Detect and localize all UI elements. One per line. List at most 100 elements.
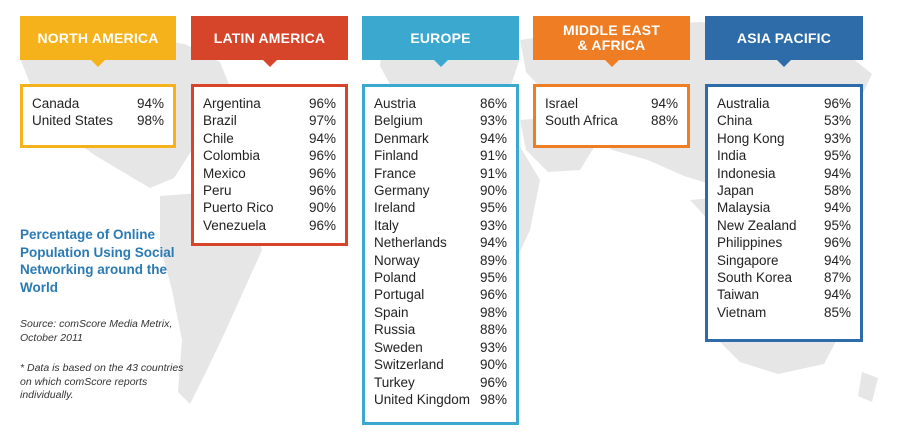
table-row: Israel 94%	[545, 95, 678, 112]
country-name: Finland	[374, 148, 419, 164]
table-row: France 91%	[374, 165, 507, 182]
table-row: Argentina 96%	[203, 95, 336, 112]
footnote: * Data is based on the 43 countries on w…	[20, 362, 184, 401]
country-name: Malaysia	[717, 200, 771, 216]
table-row: India 95%	[717, 147, 851, 164]
percentage-value: 97%	[308, 113, 336, 129]
table-row: Mexico 96%	[203, 165, 336, 182]
country-name: Taiwan	[717, 287, 760, 303]
table-row: Netherlands 94%	[374, 234, 507, 251]
table-row: Australia 96%	[717, 95, 851, 112]
percentage-value: 93%	[479, 217, 507, 233]
region-box-middle-east-africa: Israel 94% South Africa 88%	[533, 84, 690, 148]
percentage-value: 94%	[650, 96, 678, 111]
table-row: New Zealand 95%	[717, 217, 851, 234]
percentage-value: 96%	[308, 96, 336, 111]
table-row: Switzerland 90%	[374, 356, 507, 373]
percentage-value: 96%	[308, 183, 336, 199]
table-row: Indonesia 94%	[717, 165, 851, 182]
table-row: Germany 90%	[374, 182, 507, 199]
region-box-north-america: Canada 94% United States 98%	[20, 84, 176, 148]
table-row: Poland 95%	[374, 269, 507, 286]
percentage-value: 94%	[823, 252, 851, 268]
table-row: Sweden 93%	[374, 339, 507, 356]
percentage-value: 85%	[823, 304, 851, 320]
percentage-value: 87%	[823, 270, 851, 286]
chart-title: Percentage of Online Population Using So…	[20, 227, 175, 295]
region-header-middle-east-africa: MIDDLE EAST & AFRICA	[533, 16, 690, 60]
table-row: United Kingdom 98%	[374, 391, 507, 408]
region-header-line: LATIN AMERICA	[213, 29, 326, 46]
table-row: Taiwan 94%	[717, 286, 851, 303]
percentage-value: 93%	[823, 130, 851, 146]
region-header-europe: EUROPE	[362, 16, 519, 60]
table-row: Portugal 96%	[374, 286, 507, 303]
country-name: Argentina	[203, 96, 261, 111]
percentage-value: 95%	[479, 200, 507, 216]
region-box-latin-america: Argentina 96% Brazil 97% Chile 94% Colombia…	[191, 84, 348, 246]
table-row: Italy 93%	[374, 217, 507, 234]
percentage-value: 91%	[479, 148, 507, 164]
table-row: Singapore 94%	[717, 252, 851, 269]
percentage-value: 93%	[479, 339, 507, 355]
percentage-value: 98%	[136, 113, 164, 129]
country-name: Ireland	[374, 200, 416, 216]
region-header-north-america: NORTH AMERICA	[20, 16, 176, 60]
percentage-value: 88%	[650, 113, 678, 129]
header-pointer	[777, 60, 791, 67]
country-name: Canada	[32, 96, 80, 111]
percentage-value: 94%	[479, 130, 507, 146]
country-name: Poland	[374, 270, 417, 286]
percentage-value: 94%	[479, 235, 507, 251]
percentage-value: 98%	[479, 391, 507, 407]
country-name: Portugal	[374, 287, 425, 303]
region-header-line: NORTH AMERICA	[37, 29, 159, 46]
country-name: Peru	[203, 183, 232, 199]
region-header-line: ASIA PACIFIC	[736, 29, 832, 46]
country-name: United Kingdom	[374, 391, 471, 407]
country-name: Hong Kong	[717, 130, 785, 146]
table-row: Japan 58%	[717, 182, 851, 199]
percentage-value: 94%	[823, 287, 851, 303]
map-new-zealand	[858, 372, 878, 402]
country-name: Vietnam	[717, 304, 767, 320]
country-name: Japan	[717, 183, 754, 199]
country-name: Turkey	[374, 374, 415, 390]
country-name: Spain	[374, 304, 409, 320]
table-row: Norway 89%	[374, 252, 507, 269]
header-pointer	[262, 60, 277, 67]
country-name: France	[374, 165, 417, 181]
country-name: Sweden	[374, 339, 423, 355]
table-row: Belgium 93%	[374, 112, 507, 129]
header-pointer	[91, 60, 105, 67]
percentage-value: 96%	[479, 374, 507, 390]
percentage-value: 98%	[479, 304, 507, 320]
source-note: Source: comScore Media Metrix, October 2…	[20, 318, 173, 344]
country-name: Puerto Rico	[203, 200, 274, 216]
percentage-value: 96%	[308, 148, 336, 164]
table-row: United States 98%	[32, 112, 164, 129]
country-name: Israel	[545, 96, 579, 111]
percentage-value: 94%	[308, 130, 336, 146]
region-header-line: & AFRICA	[577, 37, 646, 53]
region-europe: EUROPE Austria 86% Belgium 93% Denmark 94% …	[362, 16, 519, 425]
country-name: Belgium	[374, 113, 423, 129]
table-row: Spain 98%	[374, 304, 507, 321]
percentage-value: 53%	[823, 113, 851, 129]
region-north-america: NORTH AMERICA Canada 94% United States 98%	[20, 16, 176, 148]
table-row: South Korea 87%	[717, 269, 851, 286]
table-row: Brazil 97%	[203, 112, 336, 129]
country-name: China	[717, 113, 753, 129]
percentage-value: 95%	[823, 148, 851, 164]
region-header-latin-america: LATIN AMERICA	[191, 16, 348, 60]
percentage-value: 95%	[823, 217, 851, 233]
country-name: Australia	[717, 96, 770, 111]
country-name: Indonesia	[717, 165, 776, 181]
country-name: Singapore	[717, 252, 779, 268]
country-name: Chile	[203, 130, 234, 146]
percentage-value: 90%	[479, 357, 507, 373]
percentage-value: 96%	[308, 165, 336, 181]
table-row: Puerto Rico 90%	[203, 199, 336, 216]
country-name: Norway	[374, 252, 420, 268]
region-asia-pacific: ASIA PACIFIC Australia 96% China 53% Hong …	[705, 16, 863, 342]
